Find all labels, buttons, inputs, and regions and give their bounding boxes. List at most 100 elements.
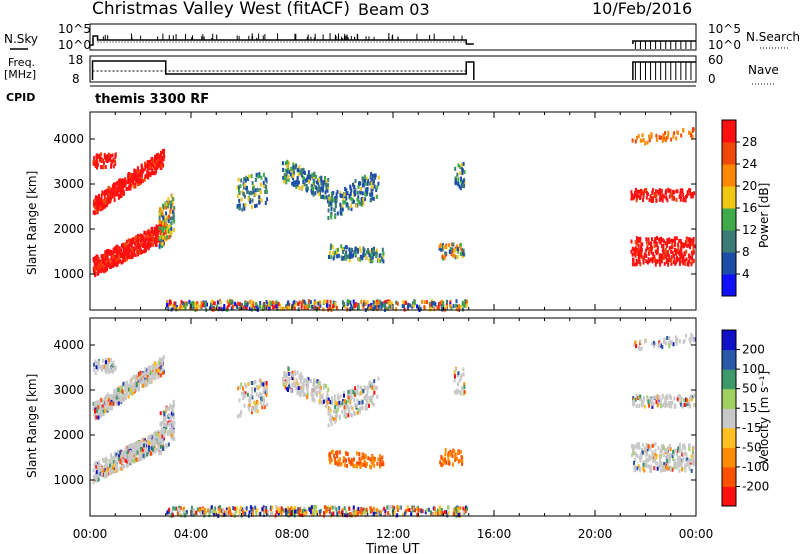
power-point: [680, 133, 683, 138]
power-point: [105, 263, 108, 268]
power-point: [677, 257, 680, 262]
power-point: [312, 187, 314, 192]
velocity-point: [297, 510, 300, 515]
power-point: [296, 167, 299, 172]
power-point: [369, 181, 372, 186]
velocity-point: [372, 402, 375, 407]
power-point: [673, 131, 676, 136]
velocity-point: [124, 452, 127, 457]
power-point: [153, 237, 156, 242]
power-point: [245, 175, 248, 180]
power-point: [679, 239, 682, 243]
power-point: [324, 190, 327, 195]
power-point: [335, 192, 338, 197]
velocity-point: [159, 438, 162, 442]
velocity-point: [310, 379, 312, 383]
power-point: [651, 256, 654, 261]
power-point: [131, 240, 134, 245]
velocity-point: [107, 357, 110, 362]
velocity-point: [371, 382, 374, 387]
velocity-point: [109, 398, 112, 403]
velocity-point: [192, 508, 195, 513]
power-point: [356, 197, 359, 202]
velocity-point: [116, 389, 119, 394]
power-point: [396, 301, 399, 306]
power-point: [680, 247, 683, 252]
power-point: [117, 249, 120, 254]
power-point: [102, 199, 105, 204]
power-point: [125, 252, 128, 257]
power-point: [242, 185, 245, 190]
power-point: [459, 186, 462, 191]
velocity-point: [169, 416, 172, 421]
power-point: [147, 241, 150, 246]
velocity-point: [325, 404, 327, 409]
power-point: [372, 247, 375, 252]
velocity-point: [130, 390, 133, 395]
power-point: [302, 167, 305, 172]
power-point: [446, 299, 448, 304]
power-point: [682, 258, 685, 263]
power-point: [689, 192, 692, 197]
velocity-point: [363, 462, 365, 467]
power-point: [112, 254, 115, 259]
power-point: [142, 168, 145, 173]
velocity-point: [354, 402, 357, 407]
power-point: [116, 244, 119, 249]
velocity-point: [131, 458, 134, 463]
velocity-point: [92, 402, 95, 406]
power-point: [332, 198, 335, 203]
power-point: [157, 230, 160, 235]
power-point: [438, 246, 441, 251]
power-point: [647, 257, 650, 262]
power-point: [315, 174, 317, 179]
power-point: [671, 193, 674, 198]
velocity-point: [459, 376, 462, 381]
power-point: [142, 235, 145, 240]
power-point: [174, 301, 177, 306]
power-point: [682, 261, 685, 266]
power-point: [325, 195, 328, 200]
power-point: [132, 247, 135, 251]
power-point: [334, 215, 337, 219]
velocity-point: [159, 373, 162, 378]
velocity-point: [454, 374, 456, 379]
power-point: [119, 183, 121, 188]
power-point: [691, 134, 694, 139]
velocity-point: [172, 413, 175, 418]
velocity-point: [318, 509, 321, 514]
power-point: [684, 262, 687, 266]
power-point: [123, 248, 126, 253]
power-point: [660, 236, 663, 241]
velocity-point: [410, 512, 413, 517]
velocity-point: [242, 507, 245, 512]
velocity-point: [143, 438, 146, 443]
power-point: [407, 302, 410, 307]
power-point: [315, 300, 318, 305]
velocity-point: [328, 406, 331, 411]
velocity-point: [336, 393, 339, 398]
power-point: [297, 180, 300, 185]
velocity-point: [284, 508, 287, 513]
power-point: [120, 194, 123, 198]
velocity-point: [292, 373, 294, 378]
power-point: [305, 305, 308, 310]
velocity-point: [253, 380, 256, 385]
velocity-point: [365, 397, 368, 402]
nave-tick-bottom: 0: [708, 72, 716, 86]
power-point: [685, 257, 688, 262]
power-point: [661, 244, 664, 249]
power-point: [631, 138, 634, 143]
velocity-point: [92, 406, 95, 411]
power-point: [256, 187, 259, 192]
power-point: [171, 202, 174, 207]
velocity-point: [250, 393, 253, 398]
power-point: [347, 206, 350, 211]
power-point: [654, 262, 657, 267]
velocity-point: [106, 399, 109, 404]
velocity-point: [329, 417, 332, 422]
power-point: [240, 178, 243, 183]
velocity-point: [331, 399, 334, 404]
velocity-point: [172, 420, 174, 425]
power-point: [105, 260, 108, 265]
